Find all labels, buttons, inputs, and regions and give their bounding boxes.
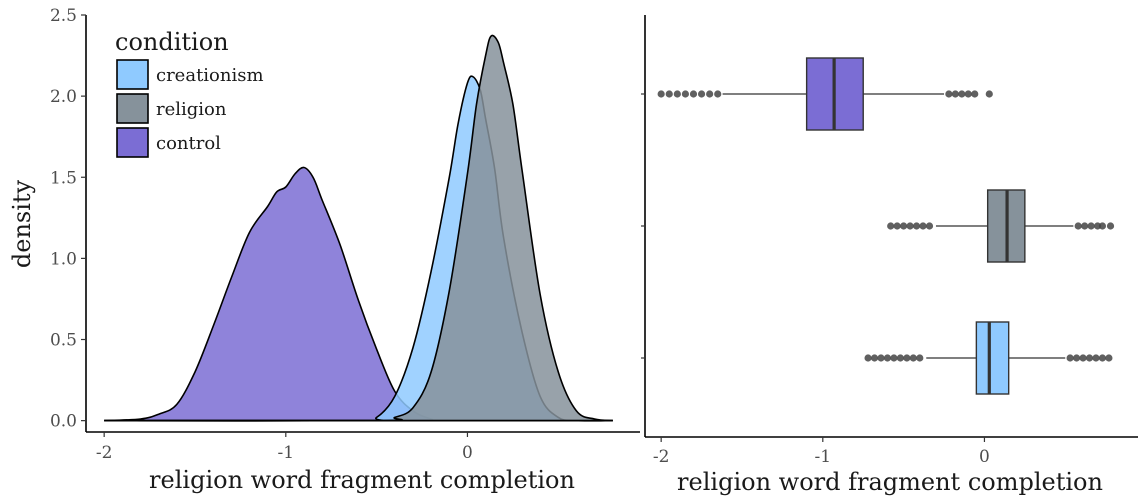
outlier-point — [864, 354, 872, 362]
density-y-tick-label: 2.5 — [50, 6, 77, 26]
outlier-point — [958, 90, 966, 98]
density-y-tick-label: 2.0 — [50, 87, 77, 107]
outlier-point — [877, 354, 885, 362]
outlier-point — [906, 222, 914, 230]
outlier-point — [657, 90, 665, 98]
box-body — [975, 321, 1010, 395]
legend-swatch-control — [116, 127, 149, 158]
density-panel: 0.0 0.5 1.0 1.5 2.0 2.5 -2 -1 0 religion word f… — [8, 6, 640, 494]
density-area-religion — [104, 34, 613, 422]
density-y-axis-title: density — [8, 179, 36, 268]
outlier-point — [919, 222, 927, 230]
box-x-tick-label: -1 — [815, 447, 832, 467]
outlier-point — [1087, 222, 1095, 230]
outlier-point — [909, 354, 917, 362]
legend-swatch-creationism — [116, 59, 149, 90]
box-religion — [887, 189, 1115, 263]
outlier-point — [893, 222, 901, 230]
outlier-point — [673, 90, 681, 98]
outlier-point — [971, 90, 979, 98]
density-areas — [104, 34, 613, 422]
density-y-tick-label: 0.5 — [50, 331, 77, 351]
outlier-point — [689, 90, 698, 98]
box-creationism — [864, 321, 1113, 395]
outlier-point — [697, 90, 706, 98]
box-x-tick-label: -2 — [653, 447, 670, 467]
outlier-point — [714, 90, 722, 98]
outlier-point — [945, 90, 953, 98]
outlier-point — [900, 222, 908, 230]
box-x-axis-title: religion word fragment completion — [677, 468, 1103, 496]
outlier-point — [925, 222, 934, 230]
density-x-axis-title: religion word fragment completion — [149, 466, 575, 494]
outlier-point — [912, 222, 921, 230]
outlier-point — [1079, 354, 1087, 362]
density-y-ticks: 0.0 0.5 1.0 1.5 2.0 2.5 — [50, 6, 86, 432]
outlier-point — [887, 222, 895, 230]
outlier-point — [1098, 354, 1107, 362]
legend-items: creationism religion control — [116, 59, 264, 158]
outlier-point — [903, 354, 911, 362]
outlier-point — [1074, 222, 1082, 230]
box-x-ticks: -2 -1 0 — [653, 437, 990, 467]
outlier-point — [1066, 354, 1074, 362]
outlier-point — [916, 354, 924, 362]
outlier-point — [1098, 222, 1107, 230]
legend-title: condition — [115, 28, 229, 56]
legend-label-control: control — [156, 133, 221, 154]
box-panel: -2 -1 0 religion word fragment completion — [641, 15, 1138, 496]
outlier-point — [951, 90, 959, 98]
legend-swatch-religion — [116, 93, 149, 124]
outlier-point — [964, 90, 972, 98]
outlier-point — [883, 354, 892, 362]
outlier-point — [890, 354, 898, 362]
outlier-point — [870, 354, 879, 362]
outlier-point — [896, 354, 904, 362]
density-x-tick-label: 0 — [462, 443, 473, 463]
box-control — [657, 57, 993, 131]
outlier-point — [985, 90, 993, 98]
density-x-tick-label: -1 — [278, 443, 295, 463]
outlier-point — [1092, 354, 1100, 362]
legend-label-creationism: creationism — [156, 65, 264, 86]
density-y-tick-label: 1.5 — [50, 168, 77, 188]
outlier-point — [1085, 354, 1094, 362]
outlier-point — [1072, 354, 1081, 362]
density-y-tick-label: 0.0 — [50, 412, 77, 432]
outlier-point — [1106, 222, 1115, 230]
legend: condition creationism religion control — [115, 28, 264, 158]
box-x-tick-label: 0 — [979, 447, 990, 467]
outlier-point — [681, 90, 690, 98]
box-marks — [657, 57, 1115, 395]
outlier-point — [706, 90, 714, 98]
outlier-point — [1081, 222, 1089, 230]
density-y-tick-label: 1.0 — [50, 249, 77, 269]
outlier-point — [665, 90, 673, 98]
box-y-ticks — [641, 93, 645, 359]
density-x-tick-label: -2 — [96, 443, 113, 463]
density-x-ticks: -2 -1 0 — [96, 432, 473, 463]
legend-label-religion: religion — [156, 99, 227, 120]
outlier-point — [1105, 354, 1113, 362]
